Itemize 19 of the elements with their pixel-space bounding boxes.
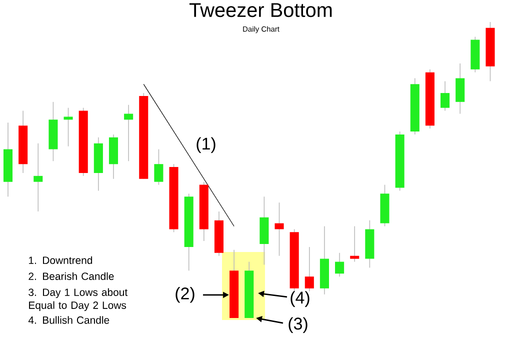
annotation: 1. Downtrend [28, 256, 92, 264]
candlestick [274, 202, 284, 256]
candlestick [350, 226, 360, 262]
candlestick [64, 107, 73, 147]
candlestick [34, 142, 43, 212]
candlestick [124, 104, 134, 162]
annotation: 3. Day 1 Lows about Equal to Day 2 Lows [28, 288, 128, 312]
annotation: (1) [196, 137, 216, 154]
annotation: (2) [176, 287, 194, 303]
candlestick [304, 246, 314, 292]
annotation: (3) [288, 317, 308, 333]
annotation: 2. Bearish Candle [28, 272, 114, 280]
candlestick [154, 148, 164, 186]
annotation: (4) [290, 291, 310, 307]
candlestick [440, 80, 450, 112]
annotation: 4. Bullish Candle [28, 316, 110, 324]
candlestick [456, 63, 465, 114]
candlestick [335, 252, 344, 277]
chart-title: Tweezer Bottom [189, 3, 332, 18]
